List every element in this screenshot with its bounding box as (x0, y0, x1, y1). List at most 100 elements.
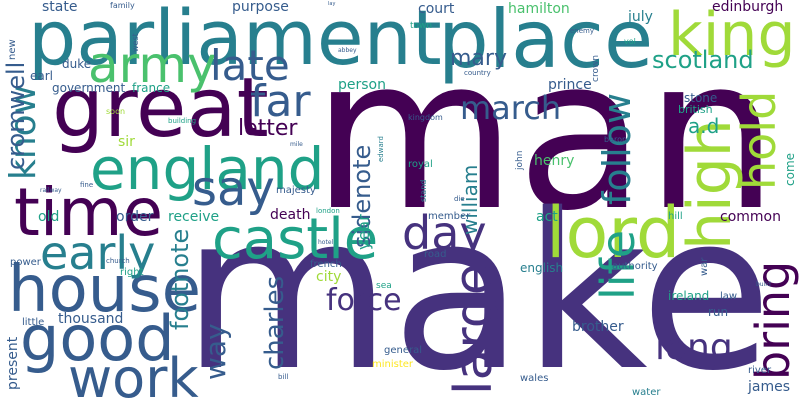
word-state: state (42, 0, 78, 15)
word-general: general (384, 345, 423, 356)
word-charles: charles (260, 275, 290, 370)
word-force: force (326, 283, 402, 318)
word-sea: sea (376, 281, 392, 291)
word-stone: stone (684, 91, 718, 105)
word-town: town (410, 21, 433, 31)
word-french: french (310, 259, 342, 270)
word-stand: stand (419, 179, 428, 202)
word-thousand: thousand (58, 311, 124, 327)
word-royal: royal (408, 159, 433, 170)
word-soon: soon (106, 107, 126, 116)
word-bring: bring (746, 260, 800, 380)
word-water: water (632, 387, 661, 398)
word-way: way (199, 323, 232, 380)
word-abbey: abbey (338, 47, 357, 54)
word-a-d: a.d (688, 114, 720, 138)
word-mile: mile (290, 141, 303, 148)
word-minister: minister (372, 359, 414, 370)
word-england: england (90, 135, 325, 203)
word-early: early (40, 226, 156, 280)
word-hamilton: hamilton (508, 1, 570, 17)
word-follow: follow (595, 92, 639, 205)
word-road: road (424, 249, 447, 260)
word-great: great (52, 61, 269, 156)
word-member: member (428, 211, 471, 222)
word-hill: hill (668, 211, 683, 222)
word-king: king (668, 0, 796, 70)
word-james: james (748, 379, 791, 395)
word-new: new (7, 39, 18, 60)
word-march: march (460, 89, 562, 127)
word-enemy: enemy (570, 27, 595, 35)
word-brother: brother (572, 319, 624, 335)
word-army: army (88, 36, 217, 94)
word-edward: edward (377, 136, 385, 162)
word-work: work (68, 347, 199, 400)
word-british: british (678, 103, 713, 116)
word-large: large (444, 263, 504, 395)
word-authority: authority (612, 261, 658, 272)
word-receive: receive (168, 209, 220, 225)
word-duke: duke (62, 57, 92, 71)
word-castle: castle (212, 207, 379, 272)
word-sir: sir (118, 134, 135, 150)
word-come: come (783, 152, 797, 186)
word-railway: railway (40, 187, 62, 194)
word-church: church (106, 257, 130, 265)
word-wales: wales (520, 373, 549, 384)
word-person: person (338, 77, 386, 93)
word-henry: henry (534, 153, 575, 169)
word-edinburgh: edinburgh (712, 0, 784, 15)
word-court: court (418, 1, 455, 17)
word-house: house (8, 253, 201, 327)
word-prince: prince (548, 77, 592, 93)
word-high: high (675, 119, 745, 250)
word-building: building (168, 117, 197, 125)
word-ireland: ireland (668, 289, 710, 303)
word-letter: letter (238, 116, 298, 141)
word-death: death (270, 207, 311, 223)
word-far: far (250, 76, 311, 127)
word-act: act (536, 209, 558, 225)
word-place: place (438, 0, 654, 86)
word-die: die (454, 195, 465, 203)
word-law: law (720, 291, 738, 302)
word-parliament: parliament (28, 0, 442, 82)
word-little: little (22, 317, 45, 328)
word-build: build (756, 281, 771, 288)
word-vol: vol (624, 37, 636, 46)
word-july: july (628, 9, 653, 25)
word-long: long (655, 327, 733, 368)
word-john: john (515, 150, 525, 170)
word-fine: fine (80, 181, 94, 189)
word-crown: crown (591, 54, 601, 82)
word-present: present (5, 336, 21, 390)
word-mary: mary (450, 46, 507, 71)
word-purpose: purpose (232, 0, 289, 15)
word-order: order (116, 209, 154, 225)
word-earl: earl (30, 69, 54, 83)
word-country: country (464, 69, 491, 77)
word-common: common (720, 209, 781, 225)
word-majesty: majesty (276, 185, 316, 196)
word-old: old (38, 209, 60, 225)
word-say: say (192, 161, 275, 217)
word-english: english (520, 261, 564, 275)
word-city: city (316, 269, 342, 285)
word-footnote: footnote (166, 228, 194, 330)
word-london: london (316, 207, 340, 215)
word-river: river (748, 365, 772, 376)
word-run: run (708, 305, 729, 319)
word-time: time (14, 174, 164, 251)
word-good: good (20, 302, 175, 375)
word-cromwell: cromwell (2, 61, 30, 170)
word-make: make (182, 167, 773, 400)
word-lay: lay (328, 1, 336, 7)
word-right: right (120, 267, 144, 278)
word-government: government (52, 81, 126, 95)
word-baron: baron (604, 135, 628, 144)
word-day: day (402, 206, 487, 260)
word-hotel: hotel (318, 239, 334, 246)
word-france: france (132, 81, 171, 95)
